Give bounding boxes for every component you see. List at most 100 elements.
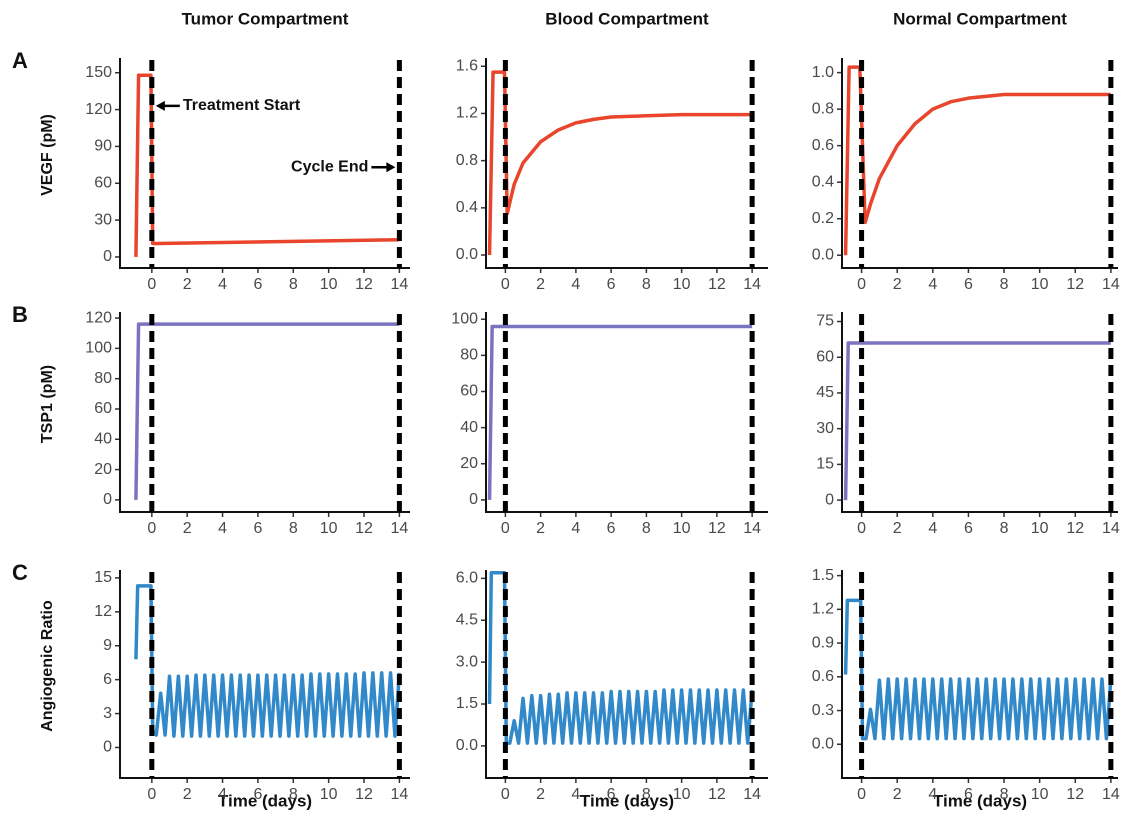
panel-label: B xyxy=(12,302,28,327)
y-tick-label: 15 xyxy=(816,456,834,473)
y-tick-label: 6 xyxy=(103,671,112,688)
column-title: Tumor Compartment xyxy=(182,9,349,28)
x-tick-label: 6 xyxy=(253,520,262,537)
x-tick-label: 14 xyxy=(390,786,408,803)
data-line xyxy=(843,65,1111,256)
x-tick-label: 8 xyxy=(642,520,651,537)
x-tick-label: 14 xyxy=(1102,786,1120,803)
x-tick-label: 6 xyxy=(253,276,262,293)
x-tick-label: 8 xyxy=(1000,786,1009,803)
y-tick-label: 80 xyxy=(94,370,112,387)
x-tick-label: 4 xyxy=(218,276,227,293)
y-tick-label: 60 xyxy=(816,348,834,365)
x-axis-label: Time (days) xyxy=(933,791,1027,810)
y-tick-label: 0.9 xyxy=(812,634,834,651)
x-tick-label: 10 xyxy=(320,786,338,803)
panel-label: C xyxy=(12,560,28,585)
y-tick-label: 120 xyxy=(85,309,112,326)
x-tick-label: 12 xyxy=(1066,276,1084,293)
x-tick-label: 8 xyxy=(1000,276,1009,293)
x-tick-label: 2 xyxy=(893,276,902,293)
y-tick-label: 1.0 xyxy=(812,64,834,81)
x-tick-label: 10 xyxy=(673,276,691,293)
axes xyxy=(485,570,768,779)
y-tick-label: 12 xyxy=(94,603,112,620)
y-tick-label: 0.8 xyxy=(812,100,834,117)
x-tick-label: 0 xyxy=(501,276,510,293)
x-tick-label: 14 xyxy=(743,276,761,293)
y-tick-label: 60 xyxy=(460,383,478,400)
y-tick-label: 0.0 xyxy=(456,737,478,754)
axes xyxy=(841,570,1118,779)
y-tick-label: 20 xyxy=(94,461,112,478)
annotation: Cycle End xyxy=(291,159,368,176)
x-tick-label: 6 xyxy=(964,520,973,537)
data-line xyxy=(134,73,400,257)
x-tick-label: 4 xyxy=(928,520,937,537)
x-tick-label: 0 xyxy=(501,520,510,537)
x-tick-label: 8 xyxy=(289,276,298,293)
x-tick-label: 8 xyxy=(642,276,651,293)
y-tick-label: 80 xyxy=(460,347,478,364)
x-tick-label: 2 xyxy=(893,520,902,537)
x-tick-label: 0 xyxy=(857,276,866,293)
y-tick-label: 0.3 xyxy=(812,702,834,719)
x-tick-label: 0 xyxy=(857,786,866,803)
x-tick-label: 14 xyxy=(390,276,408,293)
x-tick-label: 4 xyxy=(571,276,580,293)
y-tick-label: 0 xyxy=(103,248,112,265)
y-tick-label: 3 xyxy=(103,705,112,722)
y-tick-label: 0 xyxy=(469,491,478,508)
x-tick-label: 14 xyxy=(743,520,761,537)
x-tick-label: 14 xyxy=(743,786,761,803)
data-line xyxy=(843,341,1111,501)
x-tick-label: 0 xyxy=(501,786,510,803)
y-tick-label: 6.0 xyxy=(456,570,478,587)
x-tick-label: 6 xyxy=(964,276,973,293)
x-tick-label: 6 xyxy=(253,786,262,803)
axes xyxy=(485,312,768,513)
x-tick-label: 12 xyxy=(1066,786,1084,803)
y-tick-label: 0.8 xyxy=(456,152,478,169)
x-tick-label: 2 xyxy=(536,276,545,293)
axes xyxy=(841,312,1118,513)
x-tick-label: 14 xyxy=(390,520,408,537)
y-tick-label: 0.0 xyxy=(812,735,834,752)
column-title: Normal Compartment xyxy=(893,9,1067,28)
x-tick-label: 2 xyxy=(536,786,545,803)
x-tick-label: 12 xyxy=(1066,520,1084,537)
arrow-head xyxy=(386,162,396,173)
x-axis-label: Time (days) xyxy=(580,791,674,810)
y-tick-label: 0.6 xyxy=(812,137,834,154)
x-tick-label: 0 xyxy=(147,276,156,293)
y-tick-label: 40 xyxy=(94,430,112,447)
x-tick-label: 10 xyxy=(1031,786,1049,803)
x-tick-label: 10 xyxy=(320,520,338,537)
x-tick-label: 2 xyxy=(183,786,192,803)
x-tick-label: 0 xyxy=(147,520,156,537)
y-tick-label: 120 xyxy=(85,101,112,118)
y-tick-label: 0 xyxy=(103,739,112,756)
y-tick-label: 75 xyxy=(816,313,834,330)
x-axis-label: Time (days) xyxy=(218,791,312,810)
data-line xyxy=(487,324,753,500)
x-tick-label: 10 xyxy=(1031,276,1049,293)
x-tick-label: 8 xyxy=(1000,520,1009,537)
y-tick-label: 0 xyxy=(103,491,112,508)
y-tick-label: 60 xyxy=(94,400,112,417)
x-tick-label: 2 xyxy=(183,520,192,537)
y-tick-label: 1.2 xyxy=(812,601,834,618)
y-tick-label: 1.5 xyxy=(456,695,478,712)
x-tick-label: 12 xyxy=(708,520,726,537)
x-tick-label: 0 xyxy=(147,786,156,803)
y-tick-label: 1.2 xyxy=(456,105,478,122)
axes xyxy=(119,570,410,779)
x-tick-label: 10 xyxy=(320,276,338,293)
y-tick-label: 20 xyxy=(460,455,478,472)
x-tick-label: 6 xyxy=(607,520,616,537)
x-tick-label: 12 xyxy=(355,276,373,293)
y-tick-label: 0.0 xyxy=(456,246,478,263)
x-tick-label: 10 xyxy=(673,786,691,803)
axes xyxy=(119,58,410,269)
x-tick-label: 2 xyxy=(536,520,545,537)
